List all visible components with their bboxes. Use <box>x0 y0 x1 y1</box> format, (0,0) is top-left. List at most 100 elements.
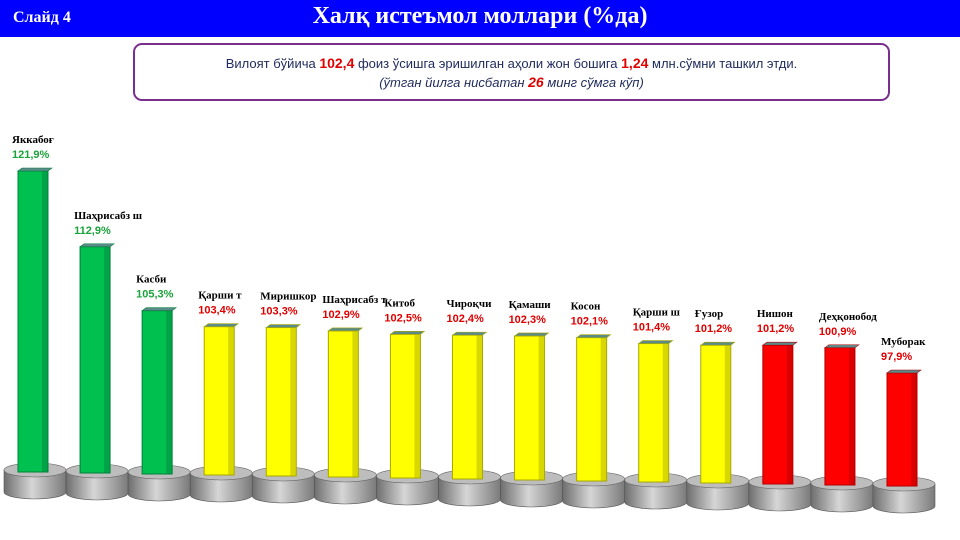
value-label: 102,5% <box>384 312 422 324</box>
bar-side-shade <box>290 327 297 476</box>
bar-top-face <box>824 344 860 349</box>
info-box: Вилоят бўйича 102,4 фоиз ўсишга эришилга… <box>133 43 890 101</box>
bar-side-shade <box>414 334 421 478</box>
bar <box>638 343 670 483</box>
bar-side-shade <box>848 347 855 485</box>
bar-top-face <box>761 341 798 346</box>
value-label: 97,9% <box>881 351 912 363</box>
category-label: Муборак <box>881 336 926 348</box>
bar-pedestal <box>810 482 874 513</box>
info-line-2: (ўтган йилга нисбатан 26 минг сўмга кўп) <box>135 74 888 90</box>
value-label: 121,9% <box>12 149 50 161</box>
bar-pedestal <box>127 471 191 502</box>
value-label: 101,4% <box>633 322 671 334</box>
category-label: Косон <box>571 301 601 313</box>
bar-top-face <box>141 307 178 312</box>
bar <box>514 335 546 481</box>
bar-pedestal <box>438 476 501 507</box>
bar-top-face <box>265 324 302 328</box>
category-label: Миришкор <box>260 291 316 303</box>
bar-side-shade <box>911 373 917 486</box>
value-label: 101,2% <box>757 323 795 335</box>
bar <box>265 327 297 477</box>
info-text: млн.сўмни ташкил этди. <box>648 56 798 71</box>
category-label: Қарши ш <box>633 307 680 319</box>
value-label: 101,2% <box>695 323 733 335</box>
bar-top-face <box>886 369 922 374</box>
bar-side-shade <box>104 246 111 473</box>
bar-pedestal <box>624 479 688 510</box>
bar-side-shade <box>228 326 235 475</box>
page-title: Халқ истеъмол моллари (%да) <box>312 3 648 29</box>
bar-top-face <box>79 243 115 248</box>
category-label: Қарши т <box>198 290 242 302</box>
info-increase-value: 26 <box>528 74 544 90</box>
category-label: Чироқчи <box>447 298 493 310</box>
info-line-1: Вилоят бўйича 102,4 фоиз ўсишга эришилга… <box>135 55 888 71</box>
bar-side-shade <box>724 345 731 483</box>
bar-side-shade <box>538 335 545 480</box>
info-text: минг сўмга кўп) <box>543 75 644 90</box>
bar-side-shade <box>476 335 483 479</box>
category-label: Ғузор <box>695 308 723 320</box>
bar-top-face <box>451 331 488 336</box>
category-label: Шаҳрисабз т <box>322 294 387 306</box>
category-label: Китоб <box>384 297 415 309</box>
value-label: 112,9% <box>74 225 111 237</box>
bar-side-shade <box>600 337 607 481</box>
bar <box>327 330 359 478</box>
info-per-capita-value: 1,24 <box>621 55 649 71</box>
bar-top-face <box>389 330 426 335</box>
bar <box>452 334 483 480</box>
bar-pedestal <box>686 480 750 511</box>
bar <box>762 344 794 485</box>
bar-top-face <box>327 327 364 332</box>
category-label: Деҳқонобод <box>819 311 877 323</box>
info-text: (ўтган йилга нисбатан <box>379 75 529 90</box>
value-label: 103,3% <box>260 306 298 318</box>
info-text: Вилоят бўйича <box>225 56 320 71</box>
bar <box>141 310 173 475</box>
bar <box>824 347 856 486</box>
bar-top-face <box>637 340 674 344</box>
value-label: 102,3% <box>509 314 547 326</box>
bar-side-shade <box>662 343 669 482</box>
category-label: Қамаши <box>509 299 552 311</box>
info-text: фоиз ўсишга эришилган аҳоли жон бошига <box>354 56 622 71</box>
category-label: Шаҳрисабз ш <box>74 210 142 222</box>
info-growth-value: 102,4 <box>319 55 355 71</box>
value-label: 100,9% <box>819 326 857 338</box>
value-label: 102,9% <box>322 309 360 321</box>
bar-pedestal <box>376 475 439 506</box>
bar-side-shade <box>352 330 359 477</box>
value-label: 103,4% <box>198 305 236 317</box>
bar-top-face <box>17 167 53 172</box>
category-label: Яккабоғ <box>12 134 54 146</box>
header-bar <box>0 0 960 37</box>
bar-pedestal <box>562 478 625 509</box>
bar <box>17 170 49 473</box>
bar-pedestal <box>251 473 315 504</box>
bar-top-face <box>699 341 736 346</box>
bar-top-face <box>203 323 240 328</box>
value-label: 102,1% <box>571 316 609 328</box>
bar <box>700 344 732 484</box>
bar-top-face <box>575 334 612 338</box>
value-label: 102,4% <box>447 313 485 325</box>
bar-pedestal <box>314 474 377 505</box>
bar-top-face <box>513 332 550 337</box>
bar-side-shade <box>786 345 793 484</box>
bar-pedestal <box>748 481 812 512</box>
bar-pedestal <box>872 483 936 514</box>
bar-pedestal <box>189 472 253 503</box>
bar-pedestal <box>3 469 67 500</box>
bar-pedestal <box>65 470 129 501</box>
value-label: 105,3% <box>136 289 174 301</box>
bar-side-shade <box>42 171 48 472</box>
category-label: Нишон <box>757 308 794 320</box>
bar-pedestal <box>500 477 563 508</box>
bar <box>576 337 608 482</box>
category-label: Касби <box>136 274 167 286</box>
bar <box>886 372 918 487</box>
